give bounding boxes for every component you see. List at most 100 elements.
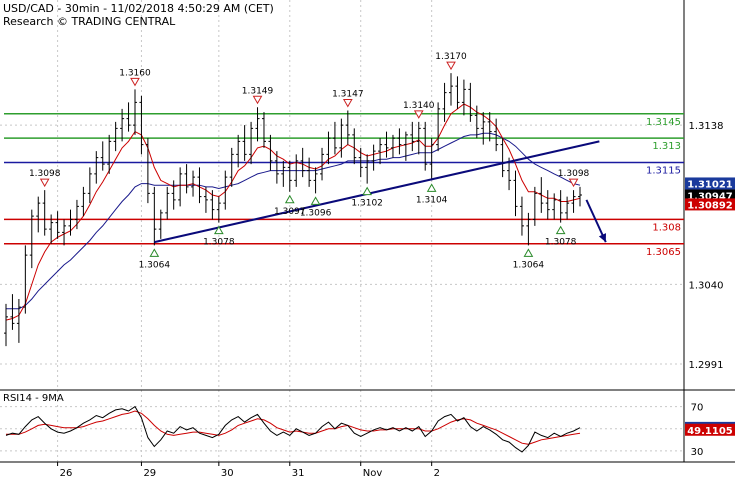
candle	[145, 138, 150, 204]
candle	[49, 214, 54, 244]
candle	[423, 121, 428, 171]
candle	[274, 151, 279, 184]
high-marker-triangle	[342, 99, 353, 108]
trendline	[154, 140, 600, 244]
candle	[416, 121, 421, 155]
candle	[519, 196, 524, 236]
level-label: 1.3065	[646, 247, 681, 258]
candle	[513, 170, 518, 217]
candle	[532, 186, 537, 226]
annotations: 1.30981.31601.30641.30781.31491.30971.30…	[29, 52, 590, 270]
candle	[358, 147, 363, 178]
candle	[571, 190, 576, 213]
candle	[449, 73, 454, 106]
candle	[371, 144, 376, 171]
candle	[94, 151, 99, 184]
candle	[507, 157, 512, 191]
high-marker-label: 1.3149	[242, 86, 274, 96]
grid	[0, 0, 735, 463]
price-tag-label: 1.30892	[687, 200, 733, 211]
candle	[455, 76, 460, 109]
candle	[255, 107, 260, 142]
high-marker-label: 1.3098	[558, 169, 590, 179]
ma-slow-line	[6, 132, 581, 310]
candle	[384, 131, 389, 158]
horizontal-levels: 1.3145 1.313 1.3115 1.308 1.3065	[4, 113, 684, 258]
candles	[4, 73, 582, 347]
candle	[339, 118, 344, 158]
price-axis-tick: 1.2991	[689, 360, 724, 371]
high-marker-triangle	[446, 61, 456, 71]
candle	[307, 157, 312, 187]
high-marker-label: 1.3147	[332, 90, 364, 100]
candle	[436, 102, 441, 152]
candle	[197, 167, 202, 204]
rsi-title: RSI14 - 9MA	[3, 393, 64, 404]
candle	[126, 102, 131, 132]
high-marker-label: 1.3098	[29, 169, 61, 179]
candle	[107, 134, 112, 174]
candle	[23, 245, 28, 314]
rsi-axis-tick: 70	[691, 403, 704, 414]
candle	[191, 170, 196, 197]
low-marker-label: 1.3102	[351, 199, 383, 209]
candle	[184, 164, 189, 194]
candle	[249, 121, 254, 165]
candle	[132, 89, 137, 135]
low-marker-triangle	[523, 248, 534, 257]
candle	[378, 138, 383, 165]
time-axis-label: 2	[434, 468, 440, 479]
candle	[410, 121, 415, 152]
level-label: 1.3115	[646, 166, 681, 177]
candle	[4, 303, 8, 347]
candle	[390, 134, 395, 158]
high-marker-triangle	[413, 110, 424, 119]
price-tag-box	[685, 177, 735, 190]
candle	[42, 190, 47, 236]
candle	[300, 147, 305, 178]
time-axis-label: Nov	[363, 468, 383, 479]
price-axis-tick: 1.3040	[689, 280, 724, 291]
candle	[16, 299, 21, 343]
candle	[210, 190, 215, 220]
candle	[120, 108, 125, 142]
low-marker-triangle	[284, 194, 295, 204]
level-label: 1.308	[652, 222, 681, 233]
candle	[442, 82, 447, 122]
candle	[171, 180, 176, 210]
low-marker-triangle	[310, 196, 321, 205]
candle	[294, 154, 299, 187]
high-marker-triangle	[252, 95, 263, 105]
low-marker-label: 1.3096	[300, 208, 332, 218]
low-marker-triangle	[555, 225, 566, 235]
candle	[74, 199, 79, 230]
candle	[526, 212, 531, 246]
chart-source: Research © TRADING CENTRAL	[3, 15, 176, 28]
candle	[287, 160, 292, 192]
low-marker-triangle	[149, 248, 160, 257]
low-marker-triangle	[426, 183, 437, 192]
candle	[481, 112, 486, 145]
candle	[113, 121, 118, 152]
candle	[552, 193, 557, 220]
candle	[178, 167, 183, 207]
candle	[10, 294, 15, 330]
low-marker-label: 1.3104	[416, 195, 448, 205]
candle	[216, 196, 221, 223]
candle	[345, 110, 350, 145]
high-marker-label: 1.3160	[119, 68, 151, 78]
candle	[539, 177, 544, 213]
candle	[158, 209, 163, 239]
candle	[165, 186, 170, 220]
candle	[365, 154, 370, 184]
rsi-axis-tick: 30	[691, 447, 704, 458]
candle	[332, 121, 337, 155]
price-axis-tick: 1.3138	[689, 121, 724, 132]
candle	[268, 134, 273, 171]
trendline-group	[154, 140, 607, 244]
candle	[81, 186, 86, 217]
candle	[558, 190, 563, 223]
candle	[236, 134, 241, 168]
level-label: 1.3145	[646, 117, 681, 128]
candle	[494, 118, 499, 152]
